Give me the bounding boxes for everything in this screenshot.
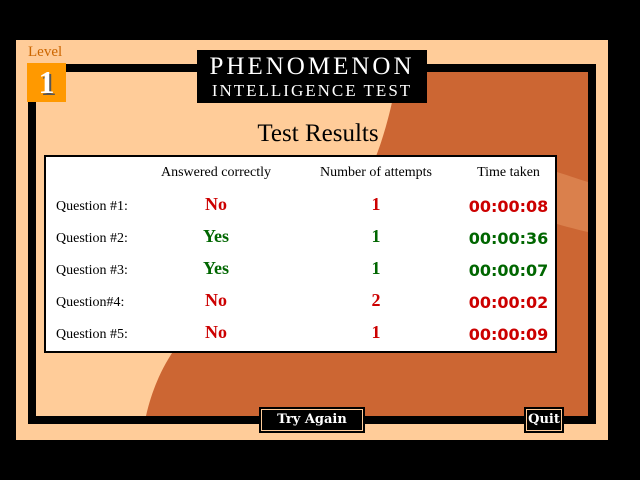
results-table: Answered correctly Number of attempts Ti… (44, 155, 557, 353)
quit-label: Quit (526, 409, 562, 431)
level-number: 1 (27, 63, 66, 102)
answered-value: Yes (203, 226, 229, 246)
time-value: 00:00:08 (468, 197, 549, 216)
attempts-value: 2 (371, 290, 381, 310)
question-label: Question #5: (56, 327, 128, 342)
try-again-button[interactable]: Try Again (259, 407, 365, 433)
time-value: 00:00:07 (468, 261, 549, 280)
header-time: Time taken (477, 165, 540, 180)
attempts-value: 1 (371, 258, 381, 278)
question-label: Question #1: (56, 199, 128, 214)
question-label: Question #2: (56, 231, 128, 246)
quit-button[interactable]: Quit (524, 407, 564, 433)
answered-value: Yes (203, 258, 229, 278)
title-line-1: PHENOMENON (209, 53, 415, 80)
page-title: Test Results (257, 120, 379, 147)
time-value: 00:00:09 (468, 325, 549, 344)
attempts-value: 1 (371, 322, 381, 342)
title-line-2: INTELLIGENCE TEST (211, 81, 413, 100)
try-again-label: Try Again (261, 409, 363, 431)
level-label: Level (28, 44, 63, 60)
time-value: 00:00:36 (468, 229, 549, 248)
answered-value: No (205, 322, 227, 342)
answered-value: No (205, 194, 227, 214)
question-label: Question#4: (56, 295, 125, 310)
header-answered: Answered correctly (160, 165, 271, 180)
game-title: PHENOMENON INTELLIGENCE TEST (197, 50, 427, 103)
attempts-value: 1 (371, 226, 381, 246)
answered-value: No (205, 290, 227, 310)
time-value: 00:00:02 (468, 293, 549, 312)
header-attempts: Number of attempts (320, 165, 432, 180)
question-label: Question #3: (56, 263, 128, 278)
attempts-value: 1 (371, 194, 381, 214)
